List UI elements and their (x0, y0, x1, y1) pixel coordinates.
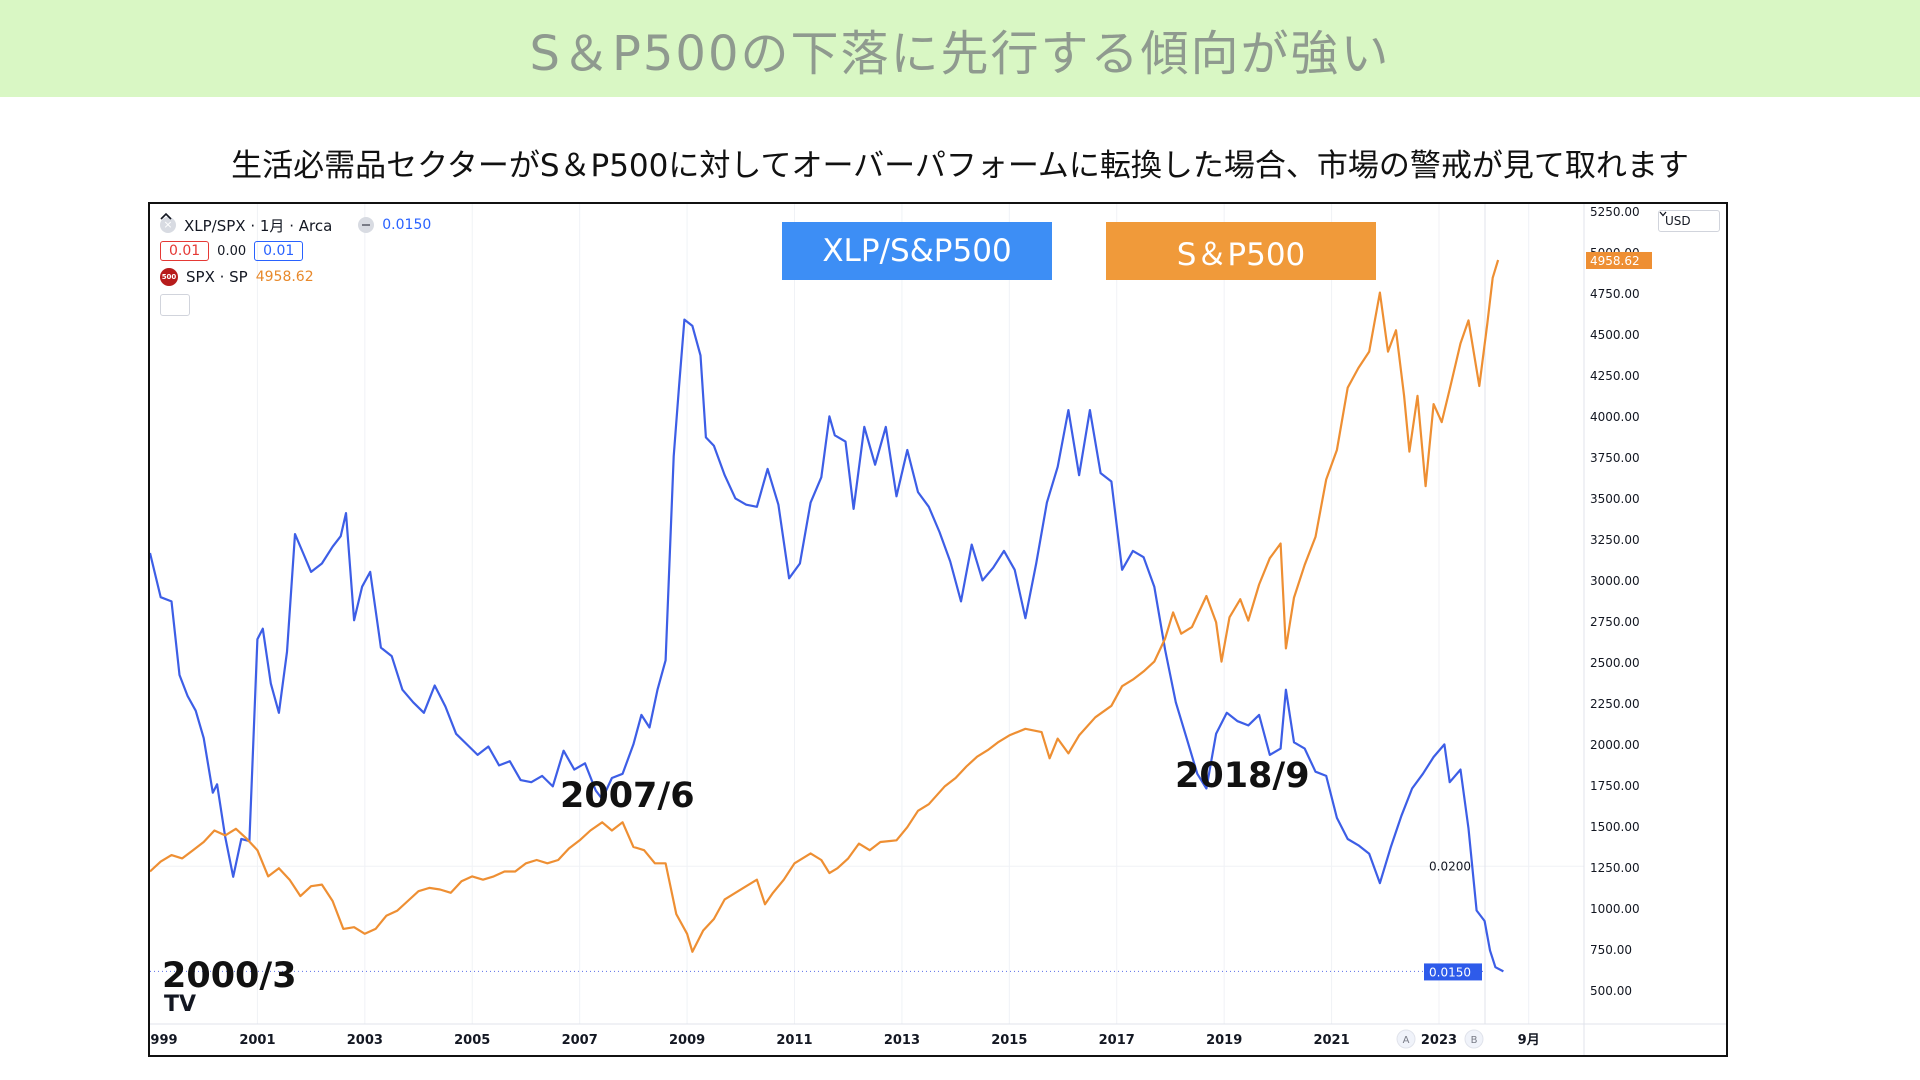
sell-button[interactable]: 0.01 (160, 241, 210, 261)
chart-canvas[interactable]: 5250.00 500 0.00 4750.00 4500.00 4250.00 4000.… (150, 204, 1726, 1055)
annotation-2018-9: 2018/9 (1175, 756, 1310, 796)
x-axis-tick-label: 2003 (347, 1033, 383, 1048)
legend-sp500: S＆P500 (1106, 222, 1376, 280)
x-axis-tick-label: 2001 (239, 1033, 275, 1048)
x-axis-tick-label: 2007 (562, 1033, 598, 1048)
right-axis-tick-label: 3000.00 (1590, 574, 1640, 588)
x-axis-tick-label: 2011 (776, 1033, 812, 1048)
x-axis-tick-label: 2019 (1206, 1033, 1242, 1048)
right-axis-tick-label: 3750.00 (1590, 451, 1640, 465)
right-axis-tick-label: 500.00 (1590, 984, 1632, 998)
right-axis-tick-label: 5250.00 (1590, 205, 1640, 219)
right-axis-tick-label: 4000.00 (1590, 410, 1640, 424)
collapse-legend-button[interactable] (160, 212, 190, 316)
scale-button (1464, 1029, 1484, 1049)
ratio-price-tag (1424, 963, 1482, 981)
x-axis-tick-label: 2023 (1421, 1033, 1457, 1048)
scale-button (1396, 1029, 1416, 1049)
annotation-2000-3: 2000/3 (162, 956, 297, 996)
x-axis-tick-label: 2013 (884, 1033, 920, 1048)
ratio-price-tag-label: 0.0150 (1429, 965, 1471, 979)
x-axis-tick-label: 2017 (1099, 1033, 1135, 1048)
symbol-label[interactable]: XLP/SPX · 1月 · Arca (184, 216, 333, 235)
ratio-axis-tick-label: 0.0200 (1429, 859, 1471, 873)
chevron-up-icon (160, 212, 172, 220)
x-axis-tick-label: 999 (150, 1033, 177, 1048)
spread-value: 0.00 (217, 243, 247, 259)
right-axis-tick-label: 1000.00 (1590, 902, 1640, 916)
right-axis-tick-label: 1250.00 (1590, 861, 1640, 875)
scale-button-label: B (1471, 1035, 1478, 1046)
x-axis-tick-label: 2005 (454, 1033, 490, 1048)
x-axis-tick-label: 9月 (1518, 1033, 1540, 1048)
chart-frame: 5250.00 500 0.00 4750.00 4500.00 4250.00 4000.… (148, 202, 1728, 1057)
subtitle: 生活必需品セクターがS＆P500に対してオーバーパフォームに転換した場合、市場の… (231, 148, 1689, 184)
x-axis-tick-label: 2021 (1313, 1033, 1349, 1048)
currency-select[interactable]: USD (1658, 210, 1720, 232)
xlp-spx-ratio-line (150, 318, 1504, 973)
chevron-down-icon (1659, 211, 1667, 217)
right-axis-tick-label: 4500.00 (1590, 328, 1640, 342)
right-axis-tick-label: 3500.00 (1590, 492, 1640, 506)
legend-xlp-spx: XLP/S&P500 (782, 222, 1052, 280)
right-axis-tick-label: 2500.00 (1590, 656, 1640, 670)
right-axis-tick-label: 1750.00 (1590, 779, 1640, 793)
right-axis-tick-label: 2000.00 (1590, 738, 1640, 752)
remove-symbol-icon[interactable]: × (160, 217, 176, 233)
x-axis-tick-label: 2009 (669, 1033, 705, 1048)
spx-label[interactable]: SPX · SP (186, 268, 248, 286)
right-axis-tick-label: 4250.00 (1590, 369, 1640, 383)
right-axis-tick-label: 4750.00 (1590, 287, 1640, 301)
spx-value: 4958.62 (255, 269, 314, 285)
right-axis-tick-label: 1500.00 (1590, 820, 1640, 834)
chart-header: × XLP/SPX · 1月 · Arca 0.0150 0.01 0.00 0… (160, 212, 431, 316)
symbol-value: 0.0150 (382, 217, 432, 233)
banner-title: S＆P500の下落に先行する傾向が強い (529, 25, 1391, 82)
right-axis-tick-label: 3250.00 (1590, 533, 1640, 547)
right-axis-tick-label: 2750.00 (1590, 615, 1640, 629)
x-axis-tick-label: 2015 (991, 1033, 1027, 1048)
right-axis-tick-label: 750.00 (1590, 943, 1632, 957)
annotation-2007-6: 2007/6 (560, 776, 695, 816)
tradingview-logo: TV (164, 992, 197, 1017)
scale-button-label: A (1403, 1035, 1410, 1046)
buy-button[interactable]: 0.01 (254, 241, 304, 261)
hide-series-icon[interactable] (358, 217, 375, 233)
currency-label: USD (1665, 214, 1691, 228)
spx-price-tag-label: 4958.62 (1590, 254, 1640, 268)
spx-badge-icon: 500 (160, 268, 178, 286)
sp500-line (150, 259, 1500, 953)
title-banner: S＆P500の下落に先行する傾向が強い (0, 0, 1920, 97)
right-axis-tick-label: 2250.00 (1590, 697, 1640, 711)
spx-price-tag (1586, 251, 1652, 269)
